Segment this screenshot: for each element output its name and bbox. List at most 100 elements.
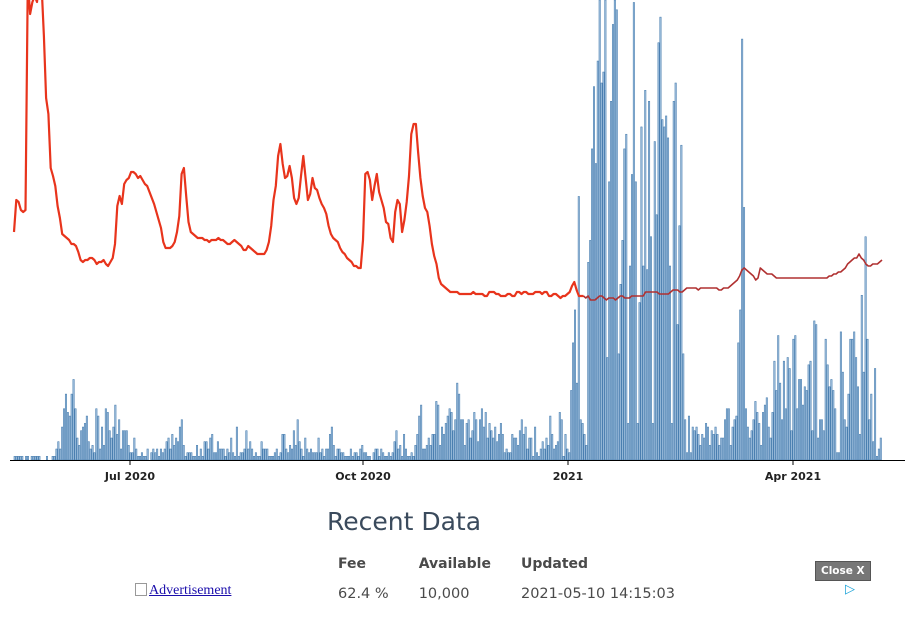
- chart-bar: [784, 408, 787, 461]
- close-ad-button[interactable]: Close X: [815, 561, 871, 581]
- chart-bar: [104, 408, 107, 461]
- chart-bar: [59, 448, 62, 461]
- chart-bar: [803, 386, 806, 461]
- chart-bar: [213, 452, 216, 461]
- chart-bar: [714, 426, 717, 461]
- chart-bar: [771, 412, 774, 461]
- chart-bar: [15, 456, 18, 461]
- chart-bar: [824, 338, 827, 461]
- header-fee: Fee: [338, 556, 366, 572]
- chart-bar: [862, 371, 865, 461]
- chart-bar: [877, 448, 880, 461]
- chart-bar: [446, 415, 449, 461]
- chart-bar: [870, 393, 873, 461]
- chart-bar: [70, 393, 73, 461]
- adchoices-icon[interactable]: ▷: [845, 582, 855, 597]
- chart-bar: [319, 452, 322, 461]
- chart-bar: [222, 448, 225, 461]
- chart-bar: [655, 214, 658, 461]
- chart-bar: [722, 437, 725, 461]
- chart-bar: [380, 448, 383, 461]
- chart-bar: [342, 452, 345, 461]
- chart-bar: [283, 434, 286, 461]
- chart-bar: [211, 434, 214, 461]
- chart-bar: [420, 404, 423, 461]
- chart-bar: [630, 174, 633, 461]
- chart-bar: [697, 434, 700, 461]
- chart-bar: [480, 408, 483, 461]
- chart-bar: [389, 456, 392, 461]
- chart-bar: [855, 357, 858, 461]
- chart-bar: [330, 426, 333, 461]
- header-updated: Updated: [520, 556, 589, 572]
- broken-image-icon: [135, 583, 147, 596]
- chart-bar: [251, 448, 254, 461]
- chart-bar: [706, 426, 709, 461]
- chart-bar: [687, 415, 690, 461]
- chart-bar: [235, 426, 238, 461]
- chart-bar: [879, 437, 882, 461]
- chart-bar: [765, 397, 768, 461]
- chart-bar: [279, 452, 282, 461]
- chart-bar: [161, 452, 164, 461]
- chart-bar: [423, 448, 426, 461]
- chart-bar: [366, 456, 369, 461]
- chart-bar: [177, 441, 180, 461]
- chart-bar: [534, 426, 537, 461]
- chart-bar: [80, 430, 83, 461]
- chart-bar: [431, 434, 434, 461]
- chart-bar: [154, 452, 157, 461]
- chart-bar: [38, 456, 41, 461]
- chart-bar: [315, 452, 318, 461]
- chart-bar: [716, 434, 719, 461]
- chart-bar: [247, 448, 250, 461]
- chart-bar: [574, 309, 576, 461]
- chart-bar: [752, 419, 755, 461]
- chart-bar: [539, 448, 542, 461]
- chart-bar: [418, 415, 421, 461]
- chart-bar: [152, 448, 155, 461]
- chart-bar: [813, 320, 816, 461]
- chart-bar: [868, 419, 871, 461]
- chart-bar: [188, 452, 191, 461]
- chart-bar: [463, 445, 466, 461]
- chart-bar: [55, 448, 58, 461]
- chart-bar: [205, 441, 208, 461]
- chart-bar: [300, 448, 303, 461]
- chart-bar: [864, 236, 867, 461]
- chart-bar: [158, 456, 161, 461]
- chart-bar: [83, 423, 86, 461]
- chart-bar: [801, 404, 804, 461]
- chart-bar: [496, 441, 499, 461]
- chart-bar: [114, 404, 117, 461]
- chart-bar: [241, 452, 244, 461]
- chart-bar: [695, 426, 698, 461]
- chart-bar: [665, 115, 668, 461]
- chart-bar: [435, 401, 438, 461]
- chart-bar: [838, 452, 840, 461]
- chart-bar: [543, 448, 546, 461]
- chart-bar: [32, 456, 35, 461]
- chart-bar: [99, 448, 102, 461]
- chart-bar: [769, 437, 772, 461]
- chart-bar: [378, 456, 381, 461]
- chart-bar: [254, 452, 257, 461]
- chart-bar: [439, 445, 442, 461]
- chart-bar: [245, 430, 248, 461]
- advertisement-link[interactable]: Advertisement: [135, 583, 231, 599]
- recent-data-table: Fee Available Updated 62.4 % 10,000 2021…: [330, 552, 697, 606]
- chart-bar: [456, 382, 459, 461]
- chart-bar: [762, 412, 765, 461]
- chart-bar: [750, 430, 753, 461]
- chart-bar: [376, 448, 379, 461]
- fee-value: 62.4 %: [338, 586, 389, 602]
- chart-bar: [133, 437, 136, 461]
- chart-bar: [441, 426, 444, 461]
- chart-bar: [120, 448, 123, 461]
- chart-bar: [585, 445, 588, 461]
- chart-bar: [739, 309, 742, 461]
- chart-bar: [249, 441, 252, 461]
- chart-bar: [693, 430, 696, 461]
- chart-bar: [733, 419, 736, 461]
- chart-bar: [72, 379, 75, 461]
